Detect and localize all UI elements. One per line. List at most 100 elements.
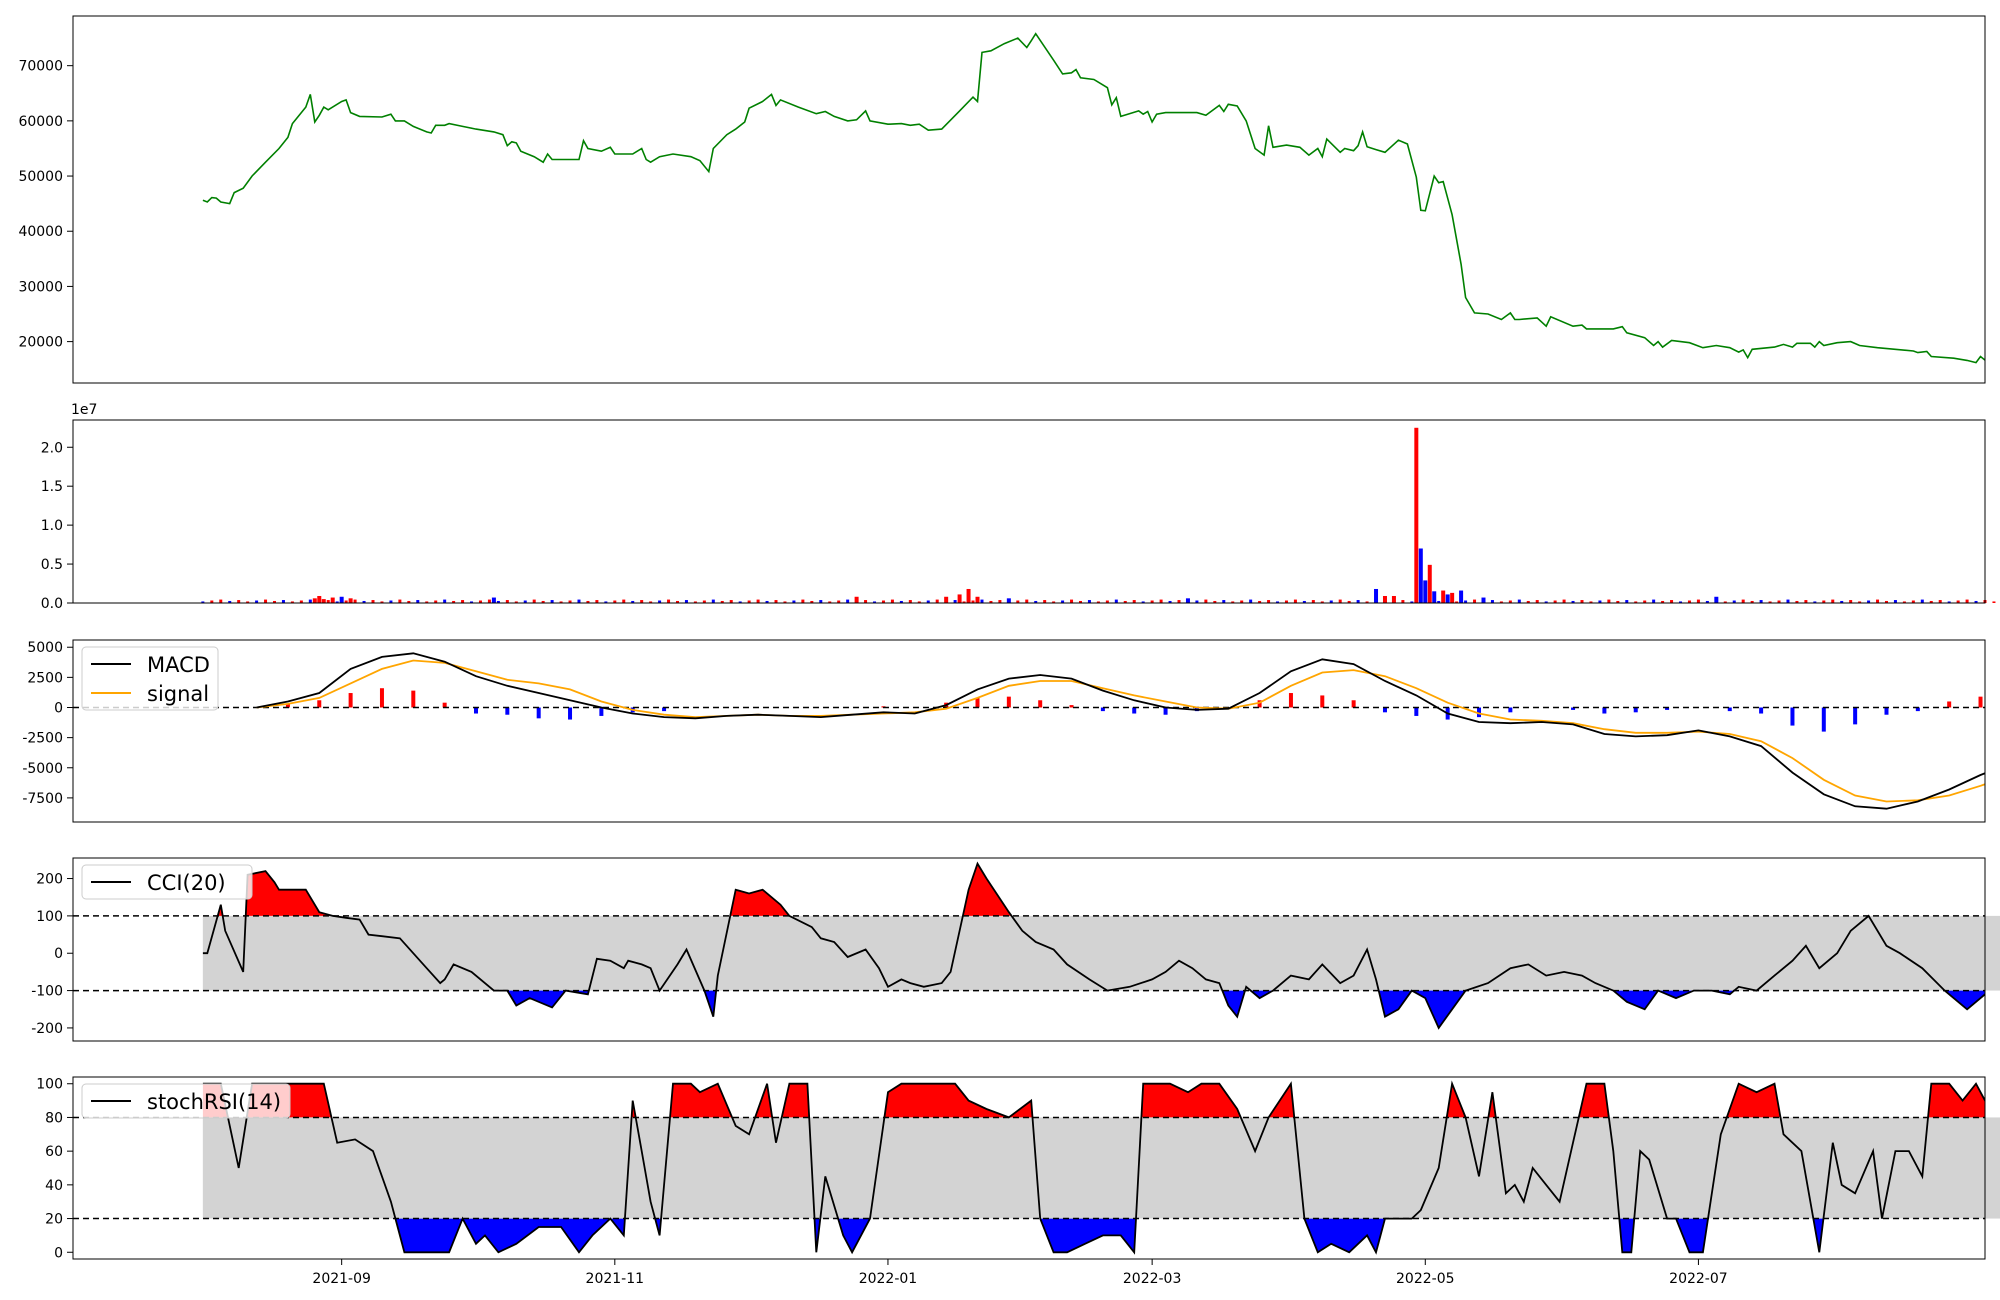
volume-bar bbox=[1652, 599, 1656, 603]
volume-bar bbox=[586, 600, 590, 603]
y-tick-label: 40 bbox=[45, 1178, 63, 1194]
volume-bar bbox=[1382, 595, 1387, 603]
volume-bar bbox=[335, 601, 339, 603]
macd-histogram-bar bbox=[285, 703, 290, 708]
x-tick-label: 2021-09 bbox=[312, 1271, 371, 1287]
macd-histogram-bar bbox=[1571, 707, 1576, 710]
macd-histogram-bar bbox=[1790, 707, 1795, 726]
volume-bar bbox=[1938, 600, 1942, 603]
volume-bar bbox=[1464, 600, 1468, 603]
volume-bar bbox=[1598, 600, 1602, 603]
volume-bar bbox=[523, 600, 527, 603]
legend-label: stochRSI(14) bbox=[147, 1090, 281, 1114]
volume-bar bbox=[330, 597, 335, 603]
volume-bar bbox=[541, 600, 545, 603]
volume-bar bbox=[1867, 600, 1871, 603]
cci-panel: -200 -100 0 100 200 CCI(20) bbox=[31, 857, 2000, 1042]
x-axis: 2021-09 2021-11 2022-01 2022-03 2022-05 2022-… bbox=[312, 1259, 1728, 1287]
volume-bar bbox=[1893, 600, 1897, 603]
y-tick-label: 20000 bbox=[18, 335, 63, 351]
volume-bar bbox=[1437, 600, 1441, 603]
volume-bar bbox=[1132, 600, 1136, 603]
volume-bar bbox=[1822, 600, 1826, 603]
volume-bar bbox=[1249, 599, 1253, 603]
volume-bar bbox=[1329, 600, 1333, 603]
volume-bar bbox=[1714, 596, 1719, 603]
legend-label: signal bbox=[147, 682, 209, 706]
macd-histogram-bar bbox=[1257, 700, 1262, 708]
volume-bar bbox=[321, 599, 326, 603]
volume-bar bbox=[1473, 599, 1477, 603]
volume-bar bbox=[478, 600, 482, 603]
macd-histogram-bar bbox=[1006, 696, 1011, 708]
volume-bar bbox=[595, 600, 599, 603]
volume-bar bbox=[801, 599, 805, 603]
y-tick-label: 100 bbox=[36, 1077, 63, 1093]
volume-bar bbox=[1320, 601, 1324, 603]
volume-bar bbox=[1441, 590, 1446, 603]
volume-bar bbox=[1535, 600, 1539, 603]
x-tick-label: 2022-03 bbox=[1123, 1271, 1182, 1287]
volume-bar bbox=[219, 599, 223, 603]
volume-bar bbox=[747, 600, 751, 603]
volume-bar bbox=[738, 601, 742, 603]
y-tick-label: -5000 bbox=[22, 761, 63, 777]
cci-neutral-band bbox=[202, 915, 2000, 991]
volume-bar bbox=[1423, 580, 1428, 603]
volume-bar bbox=[935, 599, 939, 603]
volume-bar bbox=[1150, 600, 1154, 603]
volume-bar bbox=[792, 600, 796, 603]
volume-bar bbox=[962, 601, 966, 603]
macd-histogram-bar bbox=[1665, 707, 1670, 710]
macd-histogram-bar bbox=[348, 693, 353, 708]
volume-frame bbox=[72, 419, 1986, 604]
signal-line bbox=[256, 659, 1985, 803]
volume-bar bbox=[1499, 601, 1503, 603]
volume-bar bbox=[1696, 599, 1700, 603]
volume-bar bbox=[989, 600, 993, 603]
y-tick-label: 0 bbox=[54, 700, 63, 716]
stochrsi-oversold-fill bbox=[395, 1218, 1824, 1253]
volume-bars-baseline bbox=[201, 599, 1996, 603]
volume-bar bbox=[1459, 590, 1464, 603]
volume-bar bbox=[425, 601, 429, 603]
volume-bar bbox=[1114, 599, 1118, 603]
stochrsi-neutral-band bbox=[202, 1117, 2000, 1219]
volume-bar bbox=[1571, 600, 1575, 603]
volume-bar bbox=[1231, 601, 1235, 603]
volume-bar bbox=[819, 600, 823, 603]
volume-bar bbox=[1455, 601, 1459, 603]
legend-label: MACD bbox=[147, 653, 210, 677]
volume-bar bbox=[1553, 600, 1557, 603]
volume-bar bbox=[756, 599, 760, 603]
volume-bar bbox=[1427, 564, 1432, 603]
macd-line bbox=[256, 652, 1985, 810]
macd-histogram-bar bbox=[1320, 695, 1325, 708]
volume-bar bbox=[1025, 599, 1029, 603]
volume-bar bbox=[577, 599, 581, 603]
volume-bar bbox=[1804, 600, 1808, 603]
volume-bar bbox=[649, 601, 653, 603]
volume-bar bbox=[846, 599, 850, 603]
volume-bar bbox=[1168, 600, 1172, 603]
volume-bar bbox=[505, 600, 509, 603]
volume-bar bbox=[308, 599, 312, 603]
volume-bar bbox=[1813, 601, 1817, 603]
volume-bar bbox=[1284, 600, 1288, 603]
y-tick-label: 0.5 bbox=[41, 557, 63, 573]
volume-bar bbox=[1589, 601, 1593, 603]
macd-histogram-bar bbox=[1978, 696, 1983, 708]
macd-histogram-bar bbox=[1288, 693, 1293, 708]
legend-label: CCI(20) bbox=[147, 871, 226, 895]
volume-bar bbox=[1768, 601, 1772, 603]
macd-histogram bbox=[285, 688, 1983, 732]
x-tick-label: 2022-07 bbox=[1669, 1271, 1728, 1287]
legend-box bbox=[81, 1083, 291, 1119]
volume-bar bbox=[1347, 600, 1351, 603]
volume-bar bbox=[783, 601, 787, 603]
volume-bar bbox=[452, 600, 456, 603]
stochrsi-line bbox=[202, 1080, 1985, 1255]
volume-bar bbox=[675, 600, 679, 603]
volume-bar bbox=[957, 594, 962, 603]
volume-bar bbox=[1267, 600, 1271, 603]
